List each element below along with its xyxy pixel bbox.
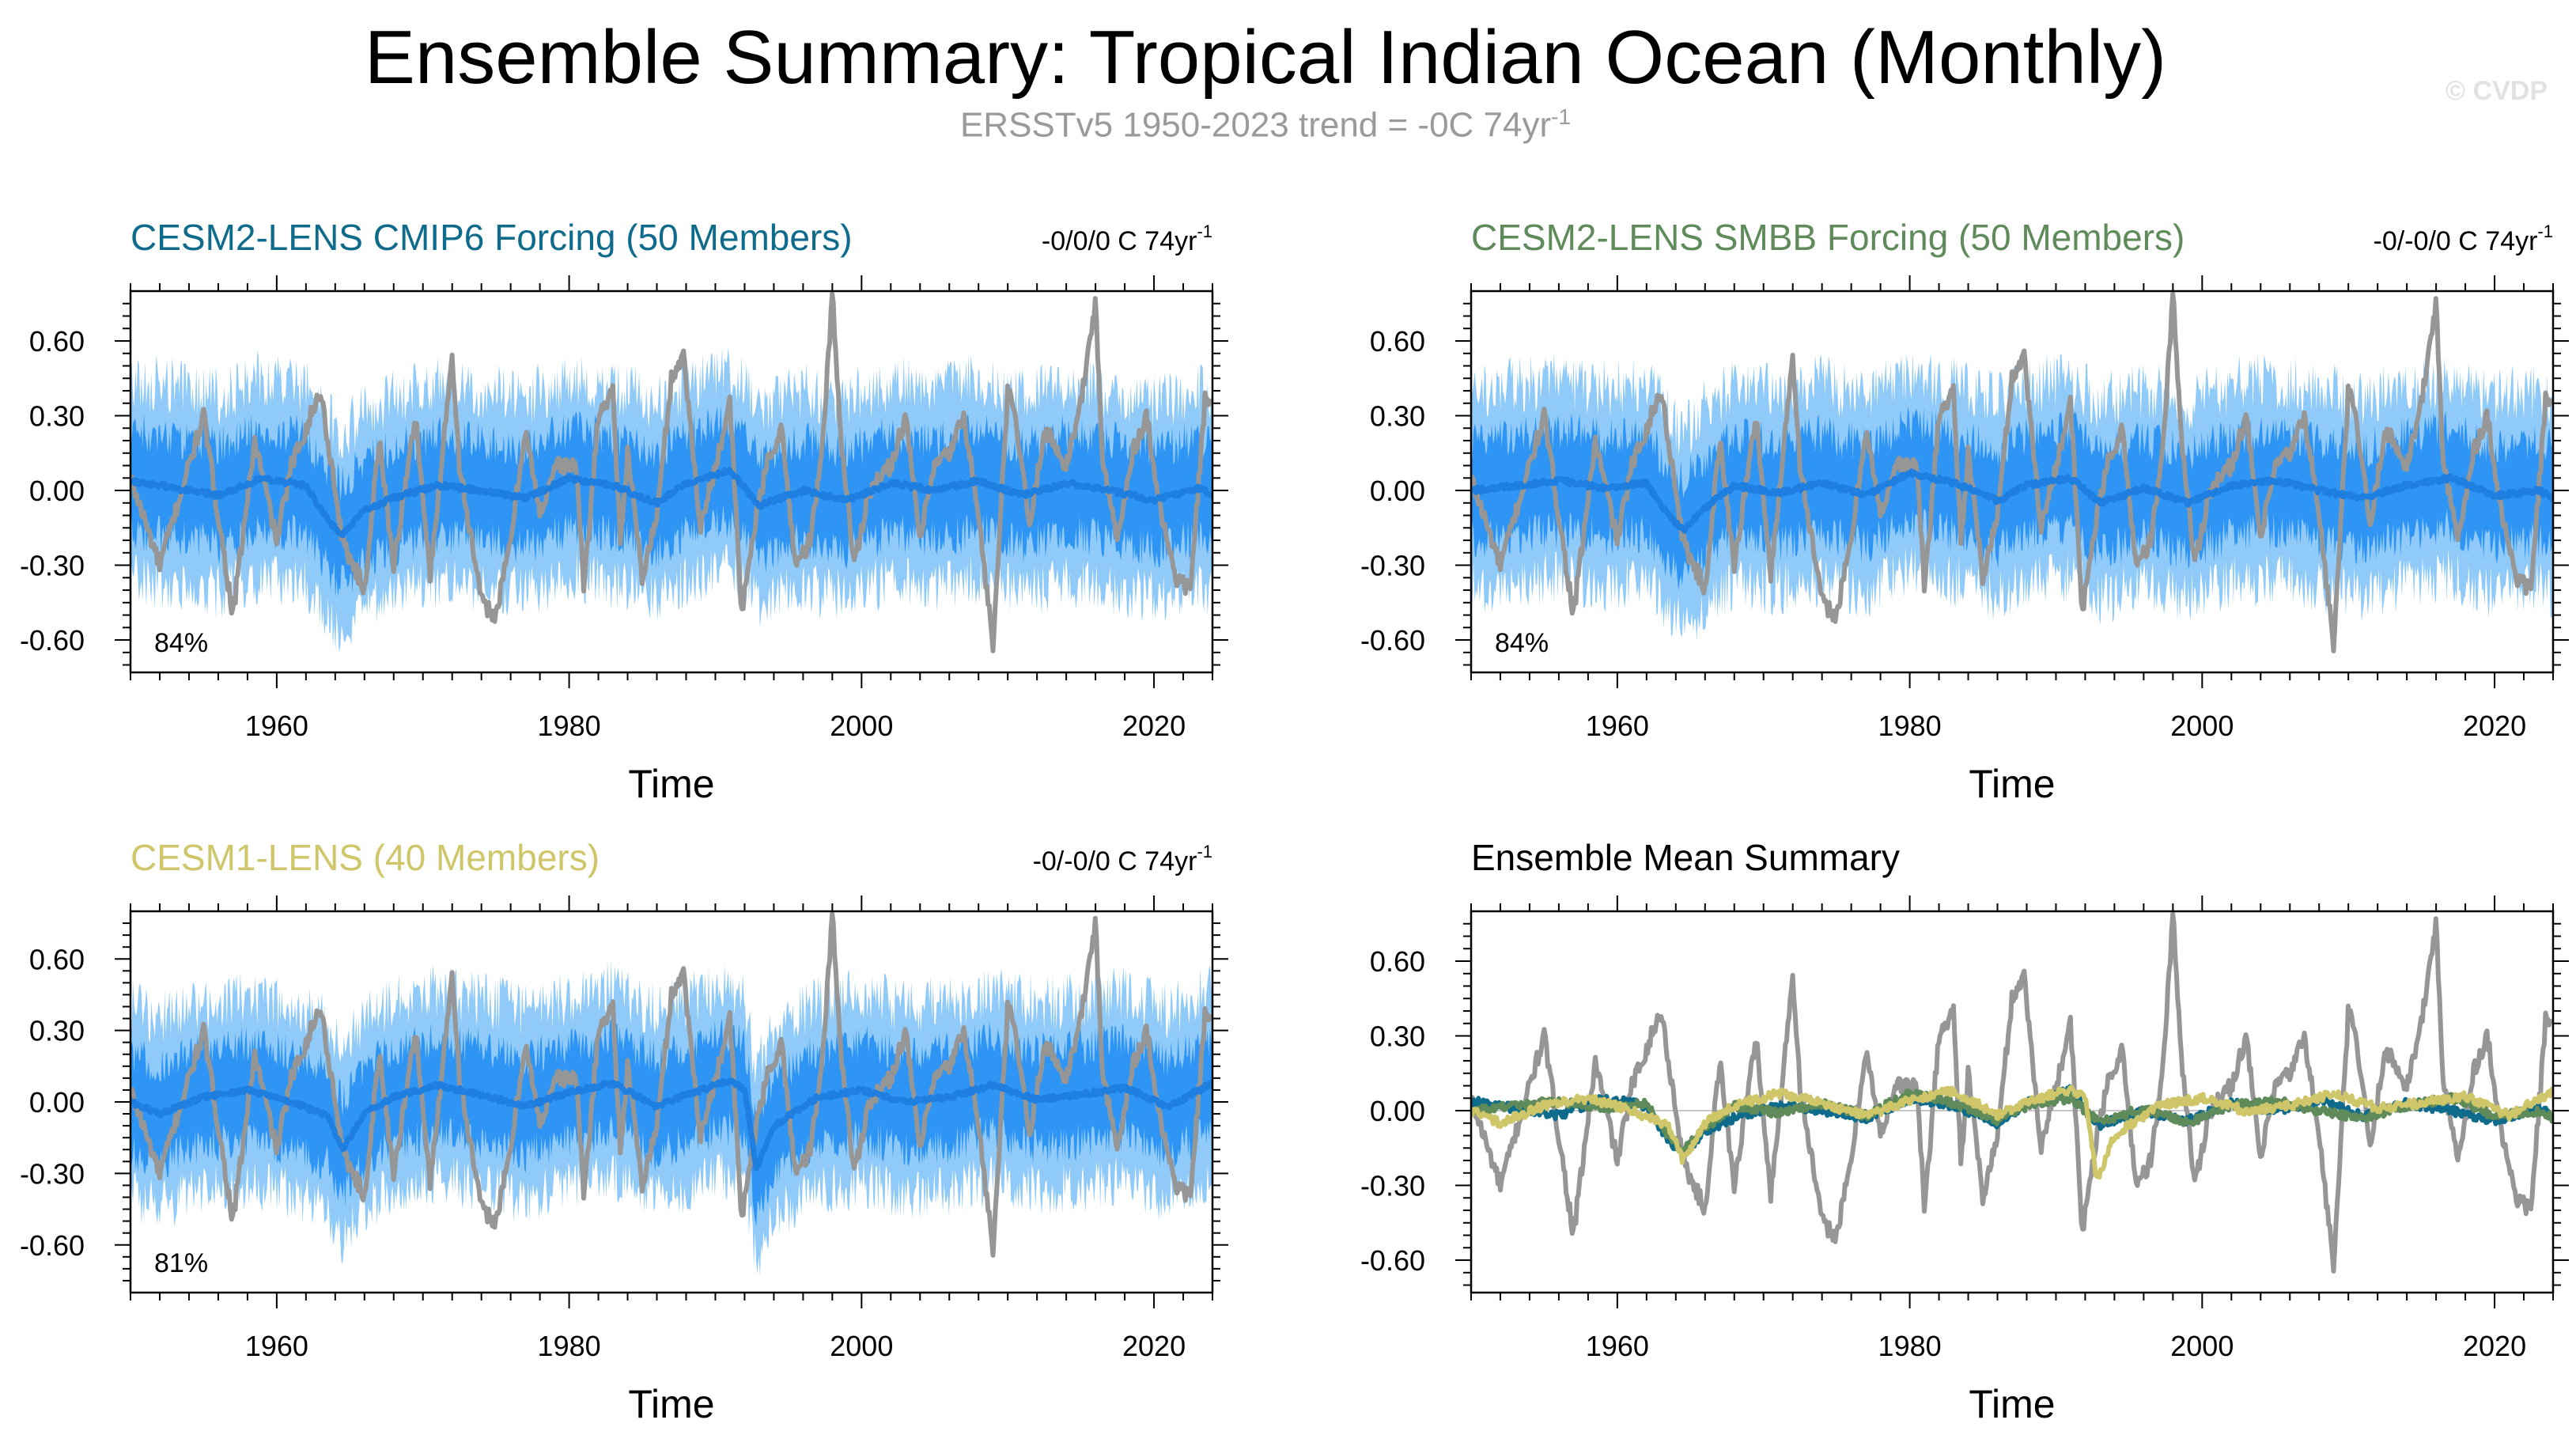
x-tick-label: 1960 [1586,710,1649,742]
panel-cesm1: 0.60 0.30 0.00 -0.30 -0.60 1960 1980 2000 2020 Ti… [20,837,1228,1426]
y-tick-label: 0.30 [1370,1020,1425,1053]
y-tick-label: -0.60 [20,624,85,657]
y-tick-label: 0.00 [29,1086,85,1119]
x-tick-label: 1980 [538,1330,601,1362]
subtitle-superscript: -1 [1551,104,1572,129]
y-tick-label: 0.60 [1370,325,1425,358]
series-cesm2-lens-cmip6-forcing [1471,1084,2553,1162]
plot-area [131,291,1212,653]
series-ensemble-mean [1471,468,2553,534]
x-tick-label: 1980 [1878,710,1942,742]
trend-superscript: -1 [2537,221,2553,241]
x-tick-label: 1980 [1878,1330,1942,1362]
x-tick-label: 2020 [1122,710,1186,742]
panel-title: CESM2-LENS CMIP6 Forcing (50 Members) [131,217,853,258]
panel-summary: 0.60 0.30 0.00 -0.30 -0.60 1960 1980 2000 2020 Ti… [1360,837,2569,1426]
trend-label: -0/-0/0 C 74yr-1 [2374,221,2553,256]
x-tick-label: 2020 [1122,1330,1186,1362]
x-tick-label: 2000 [830,1330,893,1362]
plot-area [1471,291,2553,653]
trend-superscript: -1 [1197,221,1212,241]
x-tick-label: 1960 [245,1330,308,1362]
plot-frame [129,290,1214,674]
x-tick-label: 2000 [2170,1330,2234,1362]
panel-title: CESM1-LENS (40 Members) [131,837,600,878]
y-tick-label: 0.60 [1370,945,1425,978]
percent-label: 84% [1495,628,1549,658]
x-tick-label: 1960 [1586,1330,1649,1362]
plot-frame [1470,290,2555,674]
figure-subtitle: ERSSTv5 1950-2023 trend = -0C 74yr-1 [0,104,2531,146]
y-tick-label: 0.00 [1370,1095,1425,1127]
y-tick-label: 0.00 [1370,475,1425,507]
x-tick-label: 2000 [2170,710,2234,742]
y-tick-label: -0.60 [20,1229,85,1262]
percent-label: 84% [154,628,208,658]
y-tick-label: 0.00 [29,475,85,507]
figure-title: Ensemble Summary: Tropical Indian Ocean … [364,15,2167,100]
x-tick-label: 2000 [830,710,893,742]
x-axis-label: Time [1969,1382,2055,1426]
trend-label: -0/-0/0 C 74yr-1 [1033,842,1212,876]
y-tick-label: -0.60 [1360,624,1425,657]
y-tick-label: 0.60 [29,943,85,975]
series-observations [1471,911,2553,1274]
y-tick-label: -0.30 [20,1157,85,1190]
panel-title: CESM2-LENS SMBB Forcing (50 Members) [1471,217,2184,258]
x-tick-label: 1960 [245,710,308,742]
x-axis-label: Time [628,1382,714,1426]
series-observations [131,291,1212,653]
watermark: © CVDP [2445,76,2548,106]
y-tick-label: -0.30 [20,550,85,582]
trend-label: -0/0/0 C 74yr-1 [1042,221,1212,256]
series-ensemble-mean [131,467,1212,539]
percent-label: 81% [154,1248,208,1278]
x-tick-label: 2020 [2463,1330,2526,1362]
x-axis-label: Time [628,762,714,806]
x-axis-label: Time [1969,762,2055,806]
x-tick-label: 2020 [2463,710,2526,742]
series-observations [131,911,1212,1258]
y-tick-label: 0.60 [29,325,85,358]
panel-smbb: 0.60 0.30 0.00 -0.30 -0.60 1960 1980 2000 2020 Ti… [1360,217,2569,806]
y-tick-label: 0.30 [1370,400,1425,433]
y-tick-label: -0.60 [1360,1244,1425,1277]
y-tick-label: 0.30 [29,1015,85,1047]
plot-area [1471,911,2553,1274]
panel-title: Ensemble Mean Summary [1471,837,1900,878]
plot-frame [1470,910,2555,1294]
y-tick-label: -0.30 [1360,550,1425,582]
panel-cmip6: 0.60 0.30 0.00 -0.30 -0.60 1960 1980 2000 2020 Ti… [20,217,1228,806]
series-ensemble-mean [131,1077,1212,1172]
y-tick-label: 0.30 [29,400,85,433]
plot-area [131,911,1212,1276]
y-tick-label: -0.30 [1360,1170,1425,1202]
subtitle-text: ERSSTv5 1950-2023 trend = -0C 74yr [959,105,1552,145]
trend-superscript: -1 [1197,842,1212,861]
series-observations [1471,291,2553,653]
series-cesm1-lens [1471,1085,2553,1180]
x-tick-label: 1980 [538,710,601,742]
